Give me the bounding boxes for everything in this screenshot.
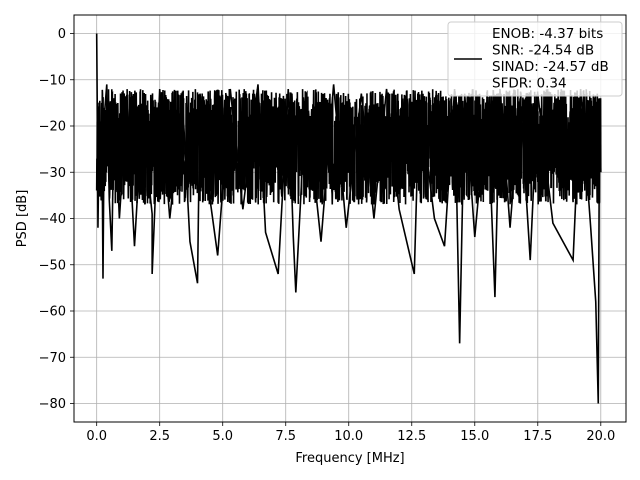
- x-tick-label: 15.0: [460, 429, 489, 444]
- x-tick-label: 20.0: [586, 429, 615, 444]
- y-axis-label: PSD [dB]: [15, 190, 30, 248]
- x-tick-label: 0.0: [86, 429, 107, 444]
- x-tick-label: 12.5: [397, 429, 426, 444]
- legend-box: [447, 21, 623, 97]
- plot-area: [95, 33, 602, 404]
- legend-entry-sinad: SINAD: -24.57 dB: [492, 59, 609, 75]
- x-tick-label: 17.5: [523, 429, 552, 444]
- legend-entry-enob: ENOB: -4.37 bits: [492, 26, 603, 42]
- x-tick-label: 5.0: [212, 429, 233, 444]
- x-tick-label: 10.0: [334, 429, 363, 444]
- x-tick-label: 7.5: [275, 429, 296, 444]
- y-tick-label: −20: [39, 120, 66, 135]
- y-tick-label: −10: [39, 73, 66, 88]
- y-tick-label: −70: [39, 351, 66, 366]
- y-tick-label: 0: [58, 27, 66, 42]
- y-tick-label: −30: [39, 166, 66, 181]
- x-axis-label: Frequency [MHz]: [295, 451, 404, 466]
- y-tick-label: −80: [39, 397, 66, 412]
- psd-series-peaks: [95, 33, 602, 404]
- legend-entry-sfdr: SFDR: 0.34: [492, 76, 567, 92]
- legend-entry-snr: SNR: -24.54 dB: [492, 43, 594, 59]
- y-tick-label: −60: [39, 305, 66, 320]
- y-tick-label: −50: [39, 258, 66, 273]
- legend: ENOB: -4.37 bits SNR: -24.54 dB SINAD: -…: [447, 21, 623, 97]
- y-axis: 0 −10 −20 −30 −40 −50 −60 −70 −80: [39, 27, 74, 412]
- x-tick-label: 2.5: [149, 429, 170, 444]
- x-axis: 0.0 2.5 5.0 7.5 10.0 12.5 15.0 17.5 20.0: [86, 422, 615, 444]
- y-tick-label: −40: [39, 212, 66, 227]
